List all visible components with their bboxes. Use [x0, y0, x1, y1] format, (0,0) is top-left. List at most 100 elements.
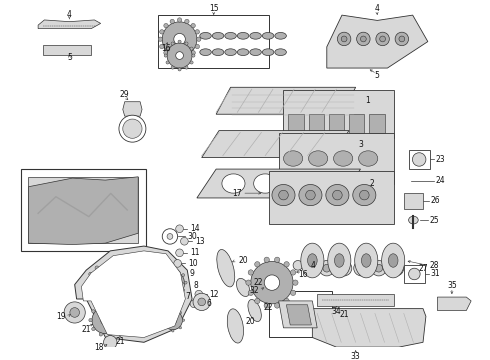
Bar	[269, 291, 332, 337]
Circle shape	[185, 42, 188, 45]
Ellipse shape	[309, 151, 328, 166]
Circle shape	[64, 216, 68, 219]
Circle shape	[190, 61, 193, 64]
Ellipse shape	[382, 243, 405, 278]
Circle shape	[112, 266, 116, 270]
Ellipse shape	[317, 174, 340, 193]
Ellipse shape	[227, 309, 244, 343]
Ellipse shape	[323, 264, 331, 272]
Bar	[404, 193, 423, 208]
Circle shape	[284, 262, 289, 267]
Circle shape	[338, 32, 351, 46]
Ellipse shape	[334, 151, 353, 166]
Ellipse shape	[237, 32, 249, 39]
Circle shape	[64, 302, 85, 323]
Ellipse shape	[284, 151, 303, 166]
Ellipse shape	[225, 32, 236, 39]
Circle shape	[293, 261, 303, 270]
Circle shape	[182, 274, 185, 276]
Circle shape	[399, 36, 405, 42]
Circle shape	[284, 298, 289, 303]
Text: 4: 4	[311, 261, 316, 270]
Circle shape	[115, 206, 117, 208]
Circle shape	[185, 55, 189, 59]
Circle shape	[161, 319, 163, 321]
Circle shape	[174, 260, 181, 267]
Circle shape	[167, 43, 192, 68]
Ellipse shape	[362, 254, 371, 267]
Circle shape	[178, 40, 181, 43]
Ellipse shape	[355, 243, 378, 278]
Polygon shape	[28, 177, 138, 244]
Ellipse shape	[319, 261, 335, 276]
Ellipse shape	[250, 32, 261, 39]
Circle shape	[176, 249, 183, 257]
Circle shape	[195, 44, 199, 49]
Circle shape	[177, 18, 182, 22]
Ellipse shape	[212, 32, 224, 39]
Circle shape	[112, 296, 116, 300]
Bar	[349, 114, 365, 134]
Text: 19: 19	[56, 312, 66, 321]
Ellipse shape	[359, 151, 378, 166]
Text: 9: 9	[190, 270, 195, 279]
Circle shape	[291, 270, 296, 275]
Circle shape	[99, 304, 102, 308]
Bar	[404, 265, 425, 283]
Text: 14: 14	[190, 224, 200, 233]
Ellipse shape	[212, 49, 224, 55]
Circle shape	[185, 66, 188, 69]
Bar	[279, 134, 394, 184]
Bar	[43, 45, 91, 55]
Circle shape	[45, 202, 48, 205]
Circle shape	[185, 19, 189, 24]
Circle shape	[91, 216, 98, 224]
Circle shape	[163, 311, 182, 330]
Ellipse shape	[371, 261, 387, 276]
Ellipse shape	[306, 190, 315, 200]
Circle shape	[118, 272, 122, 276]
Circle shape	[182, 289, 185, 292]
Circle shape	[159, 281, 162, 284]
Circle shape	[182, 319, 185, 321]
Circle shape	[85, 210, 104, 230]
Text: 21: 21	[115, 337, 124, 346]
Polygon shape	[38, 20, 100, 28]
Text: 4: 4	[374, 4, 379, 13]
Circle shape	[90, 267, 121, 298]
Text: 16: 16	[298, 270, 308, 279]
Text: 1: 1	[365, 96, 369, 105]
Polygon shape	[74, 246, 192, 342]
Ellipse shape	[248, 300, 261, 321]
Circle shape	[176, 225, 183, 233]
Ellipse shape	[285, 174, 309, 193]
Ellipse shape	[353, 184, 376, 206]
Circle shape	[180, 237, 188, 245]
Polygon shape	[286, 305, 312, 325]
Ellipse shape	[275, 49, 286, 55]
Circle shape	[55, 188, 58, 191]
Ellipse shape	[413, 153, 426, 166]
Circle shape	[89, 272, 93, 276]
Circle shape	[264, 275, 280, 290]
Circle shape	[274, 257, 280, 262]
Circle shape	[103, 264, 107, 267]
Circle shape	[169, 316, 177, 324]
Circle shape	[164, 327, 167, 329]
Ellipse shape	[337, 261, 352, 276]
Ellipse shape	[409, 216, 418, 224]
Text: 3: 3	[358, 140, 363, 149]
Circle shape	[192, 54, 195, 57]
Circle shape	[162, 22, 197, 57]
Circle shape	[161, 271, 184, 294]
Circle shape	[48, 190, 75, 217]
Circle shape	[116, 310, 119, 313]
Circle shape	[170, 19, 174, 24]
Text: 33: 33	[351, 352, 361, 360]
Polygon shape	[317, 294, 394, 306]
Circle shape	[190, 300, 198, 308]
Ellipse shape	[301, 243, 324, 278]
Circle shape	[172, 330, 174, 332]
Circle shape	[116, 327, 119, 330]
Circle shape	[191, 23, 196, 28]
